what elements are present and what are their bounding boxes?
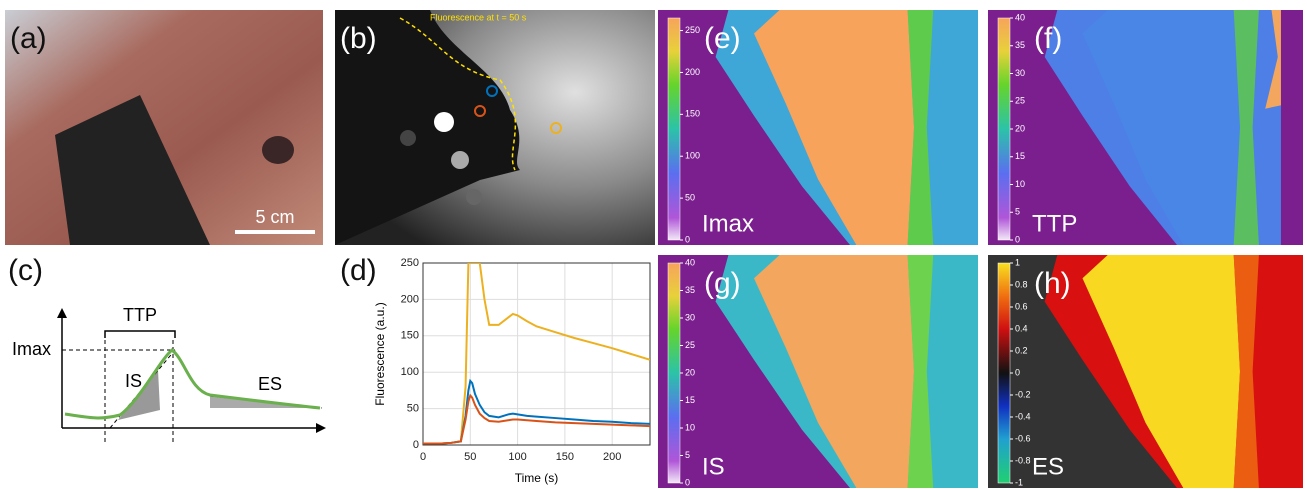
scale-text: 5 cm xyxy=(255,207,294,227)
colorbar-label: 0.6 xyxy=(1015,301,1028,311)
colorbar-label: -1 xyxy=(1015,477,1023,487)
map-name: ES xyxy=(1032,453,1064,480)
es-label: ES xyxy=(258,374,282,394)
y-tick-label: 150 xyxy=(401,330,419,342)
colorbar xyxy=(998,263,1010,483)
y-tick-label: 250 xyxy=(401,257,419,269)
panel-label: (a) xyxy=(10,22,47,55)
is-label: IS xyxy=(125,371,142,391)
colorbar-label: -0.6 xyxy=(1015,433,1031,443)
colorbar-label: 20 xyxy=(685,367,695,377)
colorbar xyxy=(998,18,1010,240)
reference-dot xyxy=(400,130,416,146)
y-tick-label: 100 xyxy=(401,366,419,378)
map-name: Imax xyxy=(702,210,754,237)
colorbar-label: 10 xyxy=(685,422,695,432)
panel-label: (c) xyxy=(8,254,43,287)
colorbar-label: 40 xyxy=(685,257,695,267)
reference-dot xyxy=(434,112,454,132)
panel-label: (h) xyxy=(1034,267,1071,300)
panel-label: (f) xyxy=(1034,22,1062,55)
colorbar-label: 25 xyxy=(1015,96,1025,106)
x-tick-label: 150 xyxy=(556,451,574,463)
colorbar-label: 0.2 xyxy=(1015,345,1028,355)
colorbar-label: 1 xyxy=(1015,257,1020,267)
panel-label: (d) xyxy=(340,254,377,287)
colorbar-label: 150 xyxy=(685,109,700,119)
y-tick-label: 200 xyxy=(401,293,419,305)
colorbar-label: 30 xyxy=(1015,68,1025,78)
colorbar-label: 40 xyxy=(1015,12,1025,22)
colorbar-label: -0.2 xyxy=(1015,389,1031,399)
x-tick-label: 100 xyxy=(508,451,526,463)
y-tick-label: 50 xyxy=(407,403,419,415)
colorbar-label: 20 xyxy=(1015,123,1025,133)
colorbar-label: 5 xyxy=(685,450,690,460)
reference-dot xyxy=(451,151,469,169)
colorbar-label: 0 xyxy=(1015,234,1020,244)
caption: Fluorescence at t = 50 s xyxy=(430,12,527,22)
colorbar-label: 0 xyxy=(1015,367,1020,377)
colorbar-label: -0.8 xyxy=(1015,455,1031,465)
colorbar-label: 25 xyxy=(685,340,695,350)
x-tick-label: 50 xyxy=(464,451,476,463)
panel-label: (g) xyxy=(704,267,741,300)
x-axis-label: Time (s) xyxy=(515,471,559,485)
line-chart: 0 50 100 150 200 0 50 100 150 200 250 Time (s) Fluor… xyxy=(373,257,650,485)
arrow xyxy=(57,308,67,318)
colorbar-label: 100 xyxy=(685,151,700,161)
colorbar-label: 10 xyxy=(1015,179,1025,189)
wound xyxy=(262,136,294,164)
colorbar-label: 200 xyxy=(685,67,700,77)
map-name: TTP xyxy=(1032,210,1077,237)
colorbar-label: 50 xyxy=(685,192,695,202)
colorbar-label: 30 xyxy=(685,312,695,322)
colorbar xyxy=(668,18,680,240)
ttp-label: TTP xyxy=(123,305,157,325)
colorbar-label: 35 xyxy=(1015,40,1025,50)
colorbar-label: 0.4 xyxy=(1015,323,1028,333)
colorbar xyxy=(668,263,680,483)
x-tick-label: 0 xyxy=(420,451,426,463)
colorbar-label: 0 xyxy=(685,234,690,244)
colorbar-label: 35 xyxy=(685,285,695,295)
outside xyxy=(1281,10,1303,245)
colorbar-label: 0 xyxy=(685,477,690,487)
maps: 050100150200250(e)Imax0510152025303540(f… xyxy=(658,10,1303,488)
imax-label: Imax xyxy=(12,339,51,359)
colorbar-label: 15 xyxy=(685,395,695,405)
y-tick-label: 0 xyxy=(413,439,419,451)
colorbar-label: -0.4 xyxy=(1015,411,1031,421)
colorbar-label: 250 xyxy=(685,25,700,35)
figure: 5 cm (a) Fluorescence at t = 50 s (b) (c… xyxy=(0,0,1307,490)
ttp-bracket xyxy=(105,331,175,338)
colorbar-label: 15 xyxy=(1015,151,1025,161)
arrow xyxy=(316,423,326,433)
y-axis-label: Fluorescence (a.u.) xyxy=(373,302,387,405)
panel-label: (e) xyxy=(704,22,741,55)
map-name: IS xyxy=(702,453,725,480)
reference-dot xyxy=(466,189,482,205)
x-tick-label: 200 xyxy=(603,451,621,463)
colorbar-label: 5 xyxy=(1015,207,1020,217)
panel-label: (b) xyxy=(340,22,377,55)
plot-area xyxy=(423,263,650,445)
colorbar-label: 0.8 xyxy=(1015,279,1028,289)
